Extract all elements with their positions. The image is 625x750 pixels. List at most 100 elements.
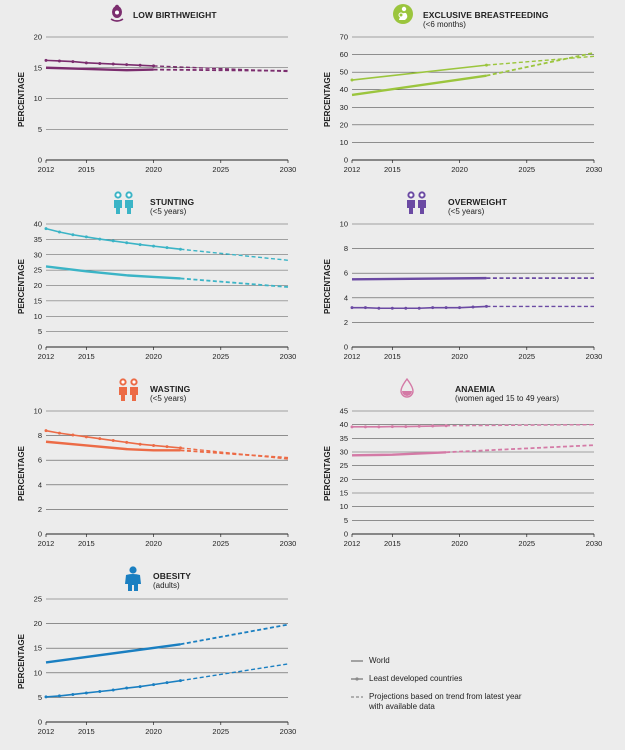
y-tick-label: 20 (340, 120, 348, 129)
overweight-ylabel: PERCENTAGE (323, 258, 332, 314)
ldc-projection-line (180, 663, 289, 682)
x-tick-label: 2020 (145, 352, 162, 361)
adult-icon (125, 566, 141, 591)
y-tick-label: 30 (340, 103, 348, 112)
y-tick-label: 8 (38, 431, 42, 440)
y-tick-label: 10 (34, 668, 42, 677)
y-tick-label: 10 (340, 220, 348, 229)
x-tick-label: 2025 (518, 539, 535, 548)
world-projection-line (486, 51, 595, 77)
legend-item-projection: Projections based on trend from latest y… (351, 692, 522, 712)
ldc-data-point (138, 243, 142, 247)
world-series-line (351, 276, 487, 281)
exclusive-breastfeeding-title: EXCLUSIVE BREASTFEEDING (423, 10, 549, 20)
ldc-data-point (363, 425, 367, 429)
y-tick-label: 10 (34, 94, 42, 103)
x-tick-label: 2012 (38, 727, 55, 736)
ldc-projection-line (153, 65, 289, 73)
ldc-data-point (111, 439, 115, 443)
y-tick-label: 15 (340, 489, 348, 498)
y-tick-label: 6 (344, 269, 348, 278)
exclusive-breastfeeding-subtitle: (<6 months) (423, 20, 466, 29)
breastfeeding-icon (393, 4, 413, 24)
ldc-data-point (444, 306, 448, 310)
y-tick-label: 30 (340, 448, 348, 457)
low-birthweight-title: LOW BIRTHWEIGHT (133, 10, 217, 20)
stunting-title: STUNTING (150, 197, 195, 207)
ldc-data-point (152, 64, 156, 68)
anaemia-icon-wrapper (400, 377, 414, 398)
x-tick-label: 2015 (78, 165, 95, 174)
world-projection-line (180, 623, 289, 646)
ldc-data-point (152, 244, 156, 248)
overweight-subtitle: (<5 years) (448, 207, 485, 216)
ldc-data-point (471, 305, 475, 309)
ldc-data-point (44, 58, 48, 62)
exclusive-breastfeeding-icon-wrapper (393, 4, 413, 24)
stunting-subtitle: (<5 years) (150, 207, 187, 216)
ldc-data-point (98, 689, 102, 693)
legend-item-ldc: Least developed countries (351, 674, 522, 684)
world-series-line (45, 66, 154, 72)
world-series-line (45, 440, 181, 452)
obesity-title: OBESITY (153, 571, 192, 581)
y-tick-label: 50 (340, 68, 348, 77)
y-tick-label: 20 (34, 33, 42, 42)
legend-ldc-swatch (351, 677, 363, 681)
wasting-ylabel: PERCENTAGE (17, 445, 26, 501)
y-tick-label: 0 (38, 718, 42, 727)
ldc-data-point (138, 63, 142, 67)
x-tick-label: 2030 (280, 352, 297, 361)
exclusive-breastfeeding-ylabel: PERCENTAGE (323, 71, 332, 127)
ldc-data-point (71, 433, 75, 437)
x-tick-label: 2030 (280, 539, 297, 548)
x-tick-label: 2030 (280, 165, 297, 174)
baby-scale-icon (110, 4, 124, 22)
y-tick-label: 10 (340, 502, 348, 511)
y-tick-label: 35 (340, 434, 348, 443)
x-tick-label: 2020 (451, 539, 468, 548)
ldc-data-point (165, 681, 169, 685)
legend-projection-label: Projections based on trend from latest y… (369, 692, 522, 712)
y-tick-label: 45 (340, 407, 348, 416)
legend-world-label: World (369, 656, 390, 665)
ldc-data-point (152, 683, 156, 687)
stunting-ylabel: PERCENTAGE (17, 258, 26, 314)
y-tick-label: 5 (344, 516, 348, 525)
y-tick-label: 10 (34, 312, 42, 321)
y-tick-label: 15 (34, 644, 42, 653)
x-tick-label: 2020 (451, 352, 468, 361)
world-series-line (351, 74, 487, 97)
x-tick-label: 2020 (145, 539, 162, 548)
x-tick-label: 2025 (212, 165, 229, 174)
x-tick-label: 2025 (212, 727, 229, 736)
ldc-data-point (178, 247, 182, 251)
ldc-projection-line (446, 423, 595, 427)
y-tick-label: 30 (34, 250, 42, 259)
x-tick-label: 2012 (344, 539, 361, 548)
y-tick-label: 2 (38, 505, 42, 514)
anaemia-subtitle: (women aged 15 to 49 years) (455, 394, 560, 403)
ldc-data-point (111, 688, 115, 692)
obesity-ylabel: PERCENTAGE (17, 633, 26, 689)
ldc-projection-line (486, 55, 595, 66)
ldc-data-point (84, 691, 88, 695)
x-tick-label: 2012 (344, 352, 361, 361)
y-tick-label: 60 (340, 50, 348, 59)
y-tick-label: 10 (34, 407, 42, 416)
ldc-data-point (98, 437, 102, 441)
x-tick-label: 2030 (280, 727, 297, 736)
legend-projection-line1: Projections based on trend from latest y… (369, 692, 522, 701)
y-tick-label: 10 (340, 138, 348, 147)
x-tick-label: 2015 (78, 539, 95, 548)
y-tick-label: 40 (34, 220, 42, 229)
overweight-chart: 0 2 4 6 8 10 2012 2015 2020 2025 2030 (340, 220, 603, 362)
ldc-data-point (71, 692, 75, 696)
ldc-data-point (57, 694, 61, 698)
ldc-data-point (350, 425, 354, 429)
ldc-data-point (377, 306, 381, 310)
x-tick-label: 2025 (518, 165, 535, 174)
